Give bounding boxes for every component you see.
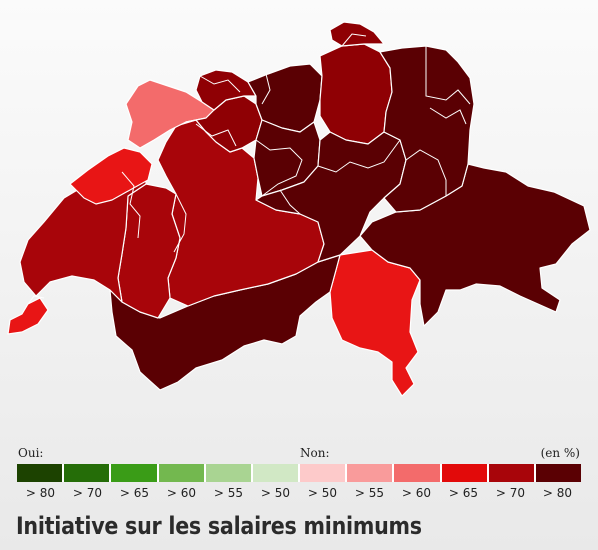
legend-color-scale	[17, 464, 582, 482]
legend-tick-label: > 50	[260, 486, 291, 500]
legend-swatch	[205, 464, 253, 482]
boundary-detail	[27, 295, 45, 305]
boundary-detail	[255, 139, 303, 197]
boundary-detail	[341, 33, 367, 47]
legend-swatch	[300, 464, 348, 482]
legend-tick-label: > 80	[25, 486, 56, 500]
legend-tick-label: > 50	[307, 486, 338, 500]
legend-tick-label: > 55	[354, 486, 385, 500]
canton-basel[interactable]	[195, 69, 257, 111]
boundary-detail	[173, 193, 187, 253]
canton-thurgau[interactable]	[379, 45, 475, 213]
boundary-detail	[279, 189, 301, 215]
legend-swatch	[488, 464, 536, 482]
boundary-detail	[405, 149, 447, 196]
boundary-detail	[429, 107, 467, 125]
boundary-detail	[199, 75, 241, 93]
legend-tick-label: > 65	[119, 486, 150, 500]
legend-swatch	[252, 464, 301, 482]
legend-swatch	[347, 464, 395, 482]
canton-neuchatel[interactable]	[69, 147, 153, 205]
legend-swatch	[535, 464, 582, 482]
canton-geneva[interactable]	[7, 297, 49, 335]
legend-yes-label: Oui:	[18, 446, 44, 460]
legend-tick-label: > 80	[542, 486, 573, 500]
legend-tick-label: > 55	[213, 486, 244, 500]
legend-swatch	[158, 464, 206, 482]
map-title: Initiative sur les salaires minimums	[16, 512, 422, 540]
boundary-detail	[425, 46, 471, 105]
boundary-detail	[121, 171, 141, 239]
canton-zurich[interactable]	[319, 43, 393, 145]
legend-tick-label: > 60	[166, 486, 197, 500]
boundary-detail	[317, 139, 401, 173]
legend-swatch	[64, 464, 112, 482]
legend-tick-label: > 70	[72, 486, 103, 500]
legend-no-label: Non:	[300, 446, 330, 460]
legend-tick-labels: > 80 > 70 > 65 > 60 > 55 > 50 > 50 > 55 > 60 > 65…	[17, 486, 581, 500]
legend-unit-label: (en %)	[540, 446, 580, 460]
legend-tick-label: > 60	[401, 486, 432, 500]
legend-tick-label: > 70	[495, 486, 526, 500]
legend-tick-label: > 65	[448, 486, 479, 500]
legend-swatch	[441, 464, 489, 482]
switzerland-canton-map	[7, 21, 591, 397]
legend-swatch	[394, 464, 442, 482]
legend-swatch	[111, 464, 159, 482]
boundary-detail	[195, 123, 237, 147]
boundary-detail	[261, 73, 271, 105]
canton-ticino[interactable]	[329, 249, 421, 397]
canton-schaffhausen[interactable]	[329, 21, 385, 47]
legend-swatch	[17, 464, 65, 482]
